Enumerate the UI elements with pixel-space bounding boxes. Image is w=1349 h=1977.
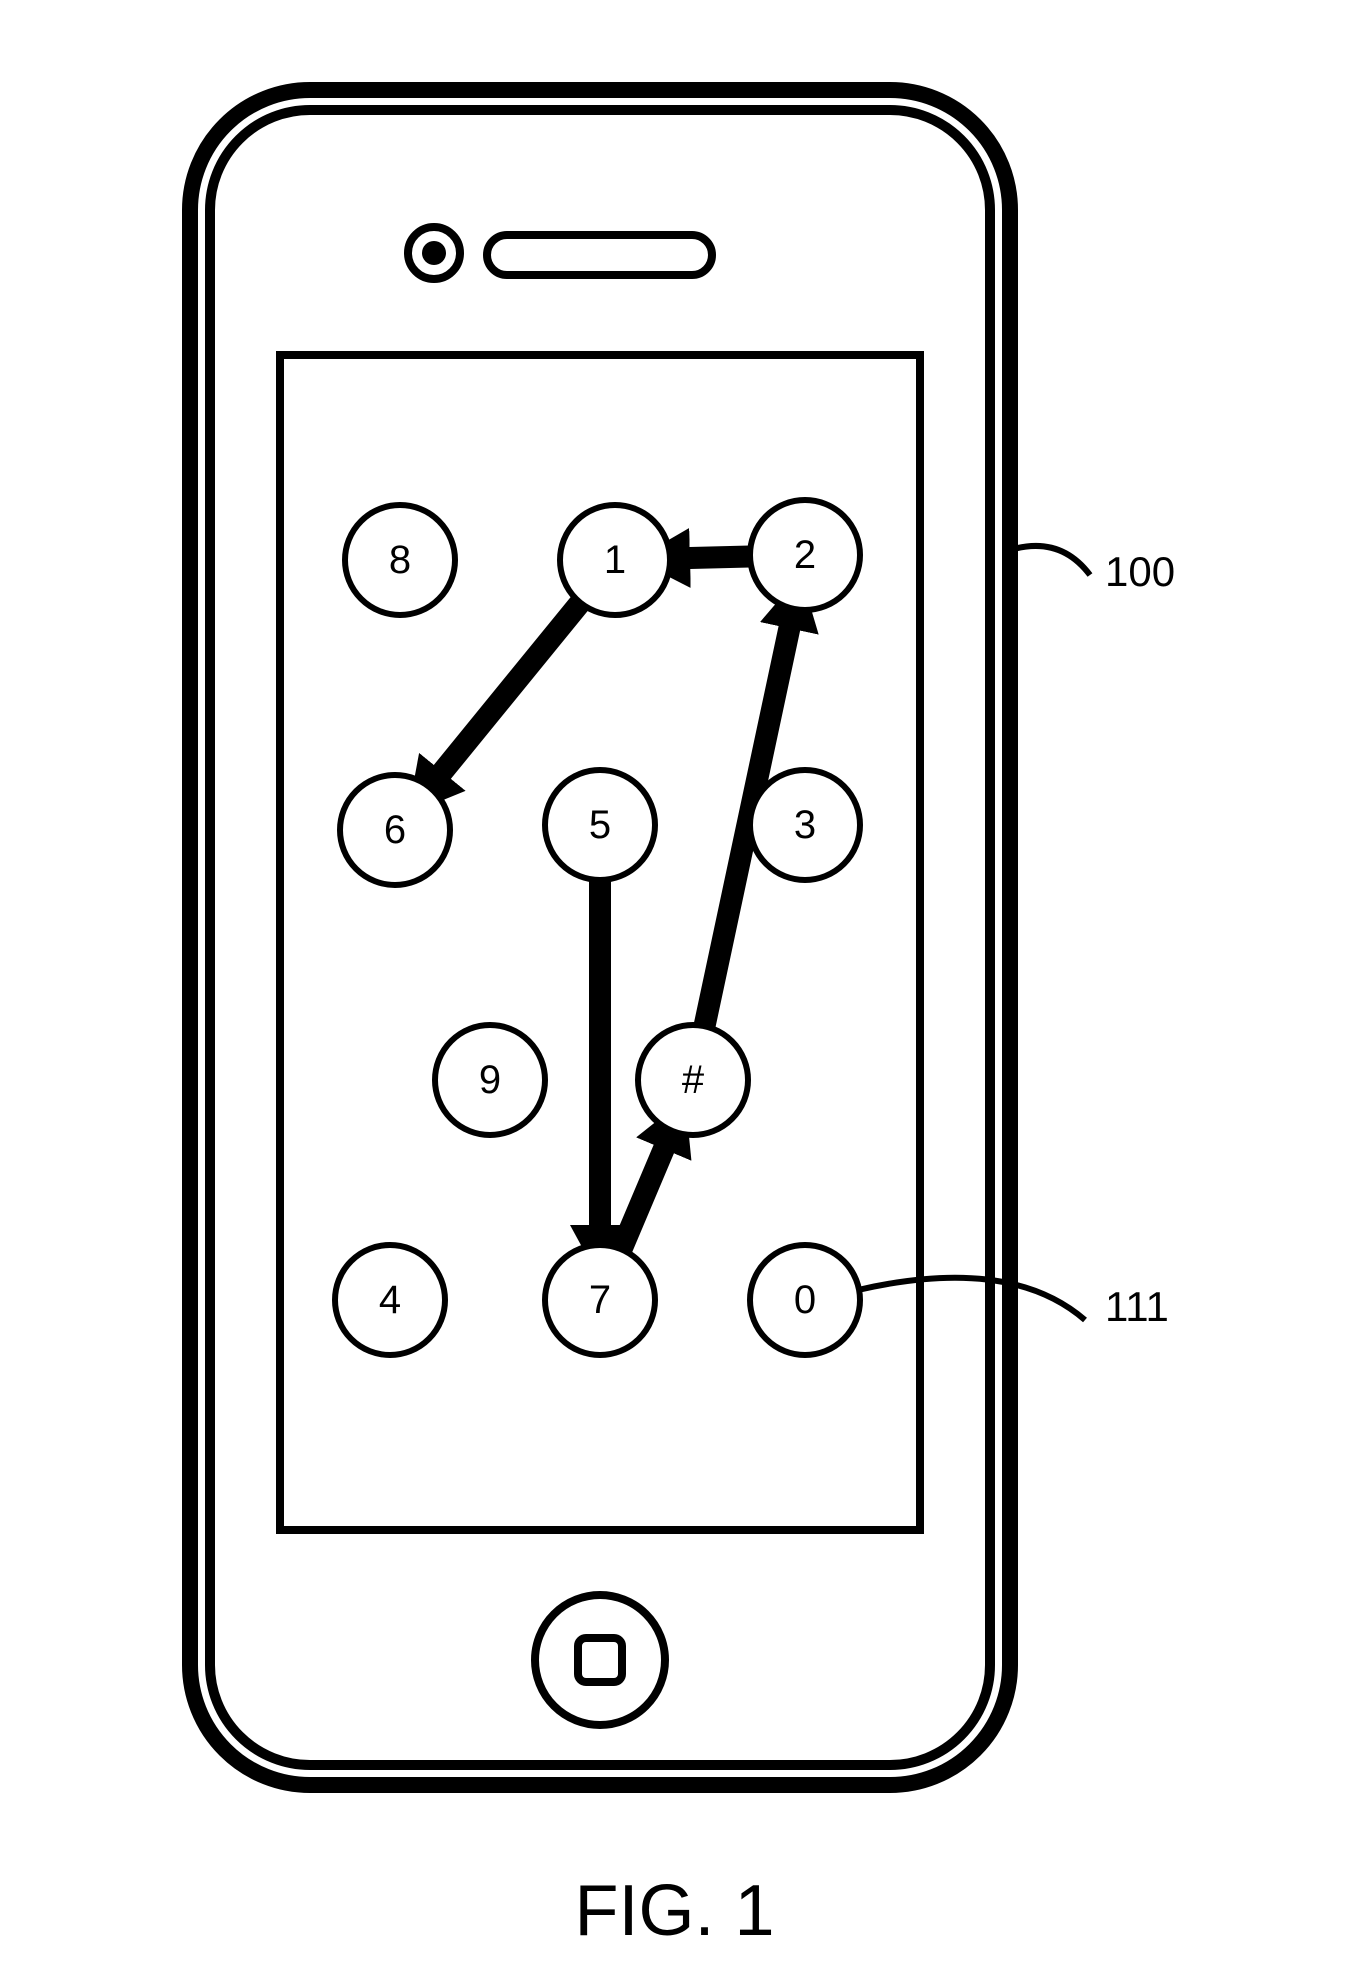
- svg-text:4: 4: [379, 1278, 401, 1322]
- pattern-arrow: [680, 556, 750, 558]
- keypad-node[interactable]: 3: [750, 770, 860, 880]
- svg-text:5: 5: [589, 803, 611, 847]
- keypad-node[interactable]: #: [638, 1025, 748, 1135]
- svg-text:7: 7: [589, 1278, 611, 1322]
- keypad-node[interactable]: 9: [435, 1025, 545, 1135]
- callout-leader: [858, 1278, 1085, 1320]
- svg-text:9: 9: [479, 1058, 501, 1102]
- keypad-node[interactable]: 0: [750, 1245, 860, 1355]
- callout-label: 100: [1105, 548, 1175, 595]
- callout-leader: [1010, 546, 1090, 575]
- svg-text:8: 8: [389, 538, 411, 582]
- callout-leaders: [858, 546, 1090, 1320]
- keypad-node[interactable]: 6: [340, 775, 450, 885]
- svg-text:0: 0: [794, 1278, 816, 1322]
- svg-text:1: 1: [604, 538, 626, 582]
- pattern-arrow: [621, 1140, 667, 1249]
- keypad-node[interactable]: 1: [560, 505, 670, 615]
- figure-caption: FIG. 1: [0, 1870, 1349, 1952]
- figure-page: 8 1 2 6 5 3 9 #4 7 0 100 111 FIG. 1: [0, 0, 1349, 1977]
- keypad-node[interactable]: 7: [545, 1245, 655, 1355]
- callout-label: 111: [1105, 1283, 1169, 1330]
- keypad-node[interactable]: 2: [750, 500, 860, 610]
- keypad-node[interactable]: 8: [345, 505, 455, 615]
- svg-text:#: #: [682, 1058, 705, 1102]
- svg-text:6: 6: [384, 808, 406, 852]
- keypad-node[interactable]: 4: [335, 1245, 445, 1355]
- callout-labels: 100 111: [1105, 548, 1175, 1330]
- figure-svg: 8 1 2 6 5 3 9 #4 7 0 100 111: [0, 0, 1349, 1977]
- svg-text:2: 2: [794, 533, 816, 577]
- pattern-arrows: [436, 556, 791, 1249]
- pattern-arrow: [436, 603, 580, 780]
- svg-text:3: 3: [794, 803, 816, 847]
- keypad-node[interactable]: 5: [545, 770, 655, 880]
